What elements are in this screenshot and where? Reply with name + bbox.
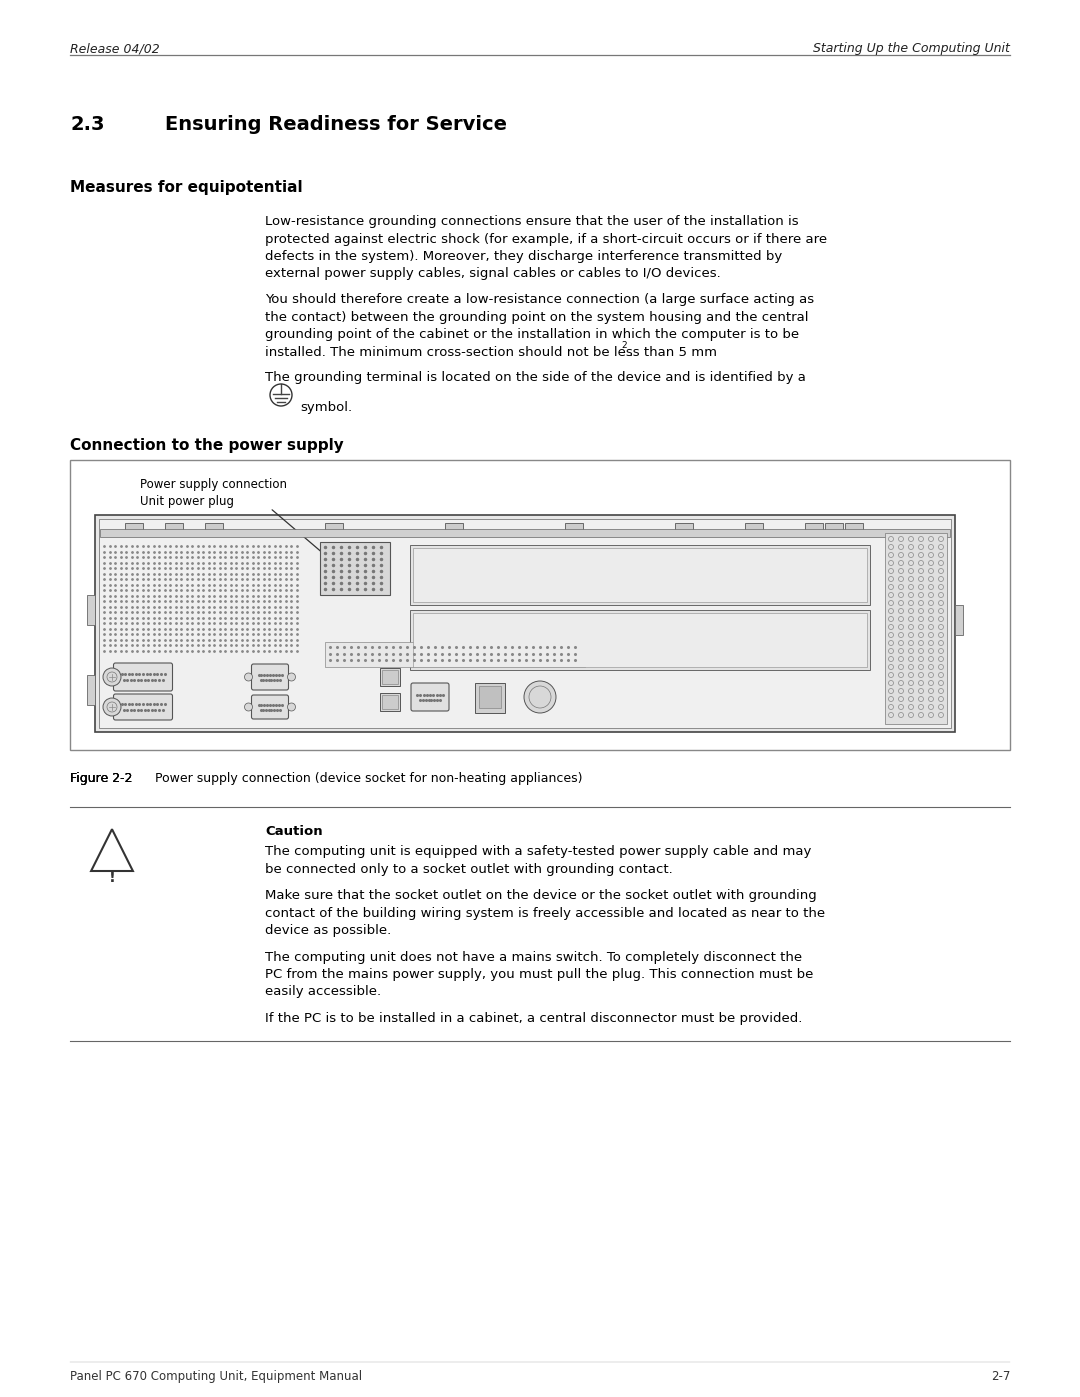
Text: Power supply connection: Power supply connection — [140, 478, 287, 490]
Text: .: . — [629, 345, 632, 359]
Circle shape — [244, 703, 253, 711]
Bar — [100, 529, 950, 536]
Bar — [380, 668, 400, 686]
Bar — [825, 522, 843, 531]
Circle shape — [524, 680, 556, 712]
Bar — [325, 643, 585, 666]
Bar — [745, 522, 762, 531]
Circle shape — [103, 668, 121, 686]
Bar — [885, 534, 947, 724]
Text: Figure 2-2: Figure 2-2 — [70, 773, 133, 785]
Circle shape — [287, 673, 296, 680]
Text: easily accessible.: easily accessible. — [265, 985, 381, 999]
Circle shape — [244, 673, 253, 680]
Text: PC from the mains power supply, you must pull the plug. This connection must be: PC from the mains power supply, you must… — [265, 968, 813, 981]
Bar — [413, 613, 867, 666]
Text: Make sure that the socket outlet on the device or the socket outlet with groundi: Make sure that the socket outlet on the … — [265, 888, 816, 902]
Bar — [205, 522, 222, 531]
Bar — [845, 522, 863, 531]
Text: Panel PC 670 Computing Unit, Equipment Manual: Panel PC 670 Computing Unit, Equipment M… — [70, 1370, 362, 1383]
Text: Unit power plug: Unit power plug — [140, 495, 234, 509]
Text: Low-resistance grounding connections ensure that the user of the installation is: Low-resistance grounding connections ens… — [265, 215, 798, 228]
Circle shape — [287, 703, 296, 711]
Polygon shape — [91, 830, 133, 870]
Text: defects in the system). Moreover, they discharge interference transmitted by: defects in the system). Moreover, they d… — [265, 250, 782, 263]
Bar — [410, 545, 870, 605]
Bar — [382, 671, 399, 685]
Bar — [805, 522, 823, 531]
Bar — [413, 548, 867, 602]
Text: 2: 2 — [621, 341, 626, 349]
Bar — [70, 460, 1010, 750]
Text: the contact) between the grounding point on the system housing and the central: the contact) between the grounding point… — [265, 310, 809, 324]
Bar — [565, 522, 583, 531]
Text: The computing unit is equipped with a safety-tested power supply cable and may: The computing unit is equipped with a sa… — [265, 845, 811, 858]
Text: device as possible.: device as possible. — [265, 923, 391, 937]
Text: be connected only to a socket outlet with grounding contact.: be connected only to a socket outlet wit… — [265, 862, 673, 876]
FancyBboxPatch shape — [411, 683, 449, 711]
Text: contact of the building wiring system is freely accessible and located as near t: contact of the building wiring system is… — [265, 907, 825, 919]
Text: 2.3: 2.3 — [70, 115, 105, 134]
Text: 2-7: 2-7 — [990, 1370, 1010, 1383]
FancyBboxPatch shape — [113, 694, 173, 719]
Bar — [480, 686, 501, 708]
Bar — [125, 522, 143, 531]
Bar — [445, 522, 463, 531]
Bar — [325, 522, 343, 531]
Text: The grounding terminal is located on the side of the device and is identified by: The grounding terminal is located on the… — [265, 372, 806, 384]
Bar — [165, 522, 183, 531]
Circle shape — [103, 698, 121, 717]
Text: external power supply cables, signal cables or cables to I/O devices.: external power supply cables, signal cab… — [265, 267, 720, 281]
FancyBboxPatch shape — [252, 694, 288, 719]
Bar — [95, 515, 955, 732]
Text: symbol.: symbol. — [300, 401, 352, 414]
FancyBboxPatch shape — [252, 664, 288, 690]
Bar — [382, 694, 399, 710]
Text: Measures for equipotential: Measures for equipotential — [70, 180, 302, 196]
Text: protected against electric shock (for example, if a short-circuit occurs or if t: protected against electric shock (for ex… — [265, 232, 827, 246]
Bar — [87, 595, 95, 624]
FancyBboxPatch shape — [113, 664, 173, 692]
Bar — [675, 522, 693, 531]
Bar — [475, 683, 505, 712]
Bar — [320, 542, 390, 595]
Bar — [87, 675, 95, 705]
Bar — [410, 610, 870, 671]
Text: Starting Up the Computing Unit: Starting Up the Computing Unit — [813, 42, 1010, 54]
Text: Power supply connection (device socket for non-heating appliances): Power supply connection (device socket f… — [135, 773, 582, 785]
Text: If the PC is to be installed in a cabinet, a central disconnector must be provid: If the PC is to be installed in a cabine… — [265, 1011, 802, 1025]
Text: !: ! — [109, 870, 116, 886]
Text: installed. The minimum cross-section should not be less than 5 mm: installed. The minimum cross-section sho… — [265, 345, 717, 359]
Text: Caution: Caution — [265, 826, 323, 838]
Text: The computing unit does not have a mains switch. To completely disconnect the: The computing unit does not have a mains… — [265, 950, 802, 964]
Bar — [99, 520, 951, 728]
Text: Ensuring Readiness for Service: Ensuring Readiness for Service — [165, 115, 507, 134]
Text: Figure 2-2: Figure 2-2 — [70, 773, 133, 785]
Bar — [380, 693, 400, 711]
Text: Connection to the power supply: Connection to the power supply — [70, 439, 343, 453]
Bar — [955, 605, 963, 636]
Text: Release 04/02: Release 04/02 — [70, 42, 160, 54]
Text: Figure 2-2: Figure 2-2 — [70, 773, 133, 785]
Text: grounding point of the cabinet or the installation in which the computer is to b: grounding point of the cabinet or the in… — [265, 328, 799, 341]
Text: You should therefore create a low-resistance connection (a large surface acting : You should therefore create a low-resist… — [265, 293, 814, 306]
